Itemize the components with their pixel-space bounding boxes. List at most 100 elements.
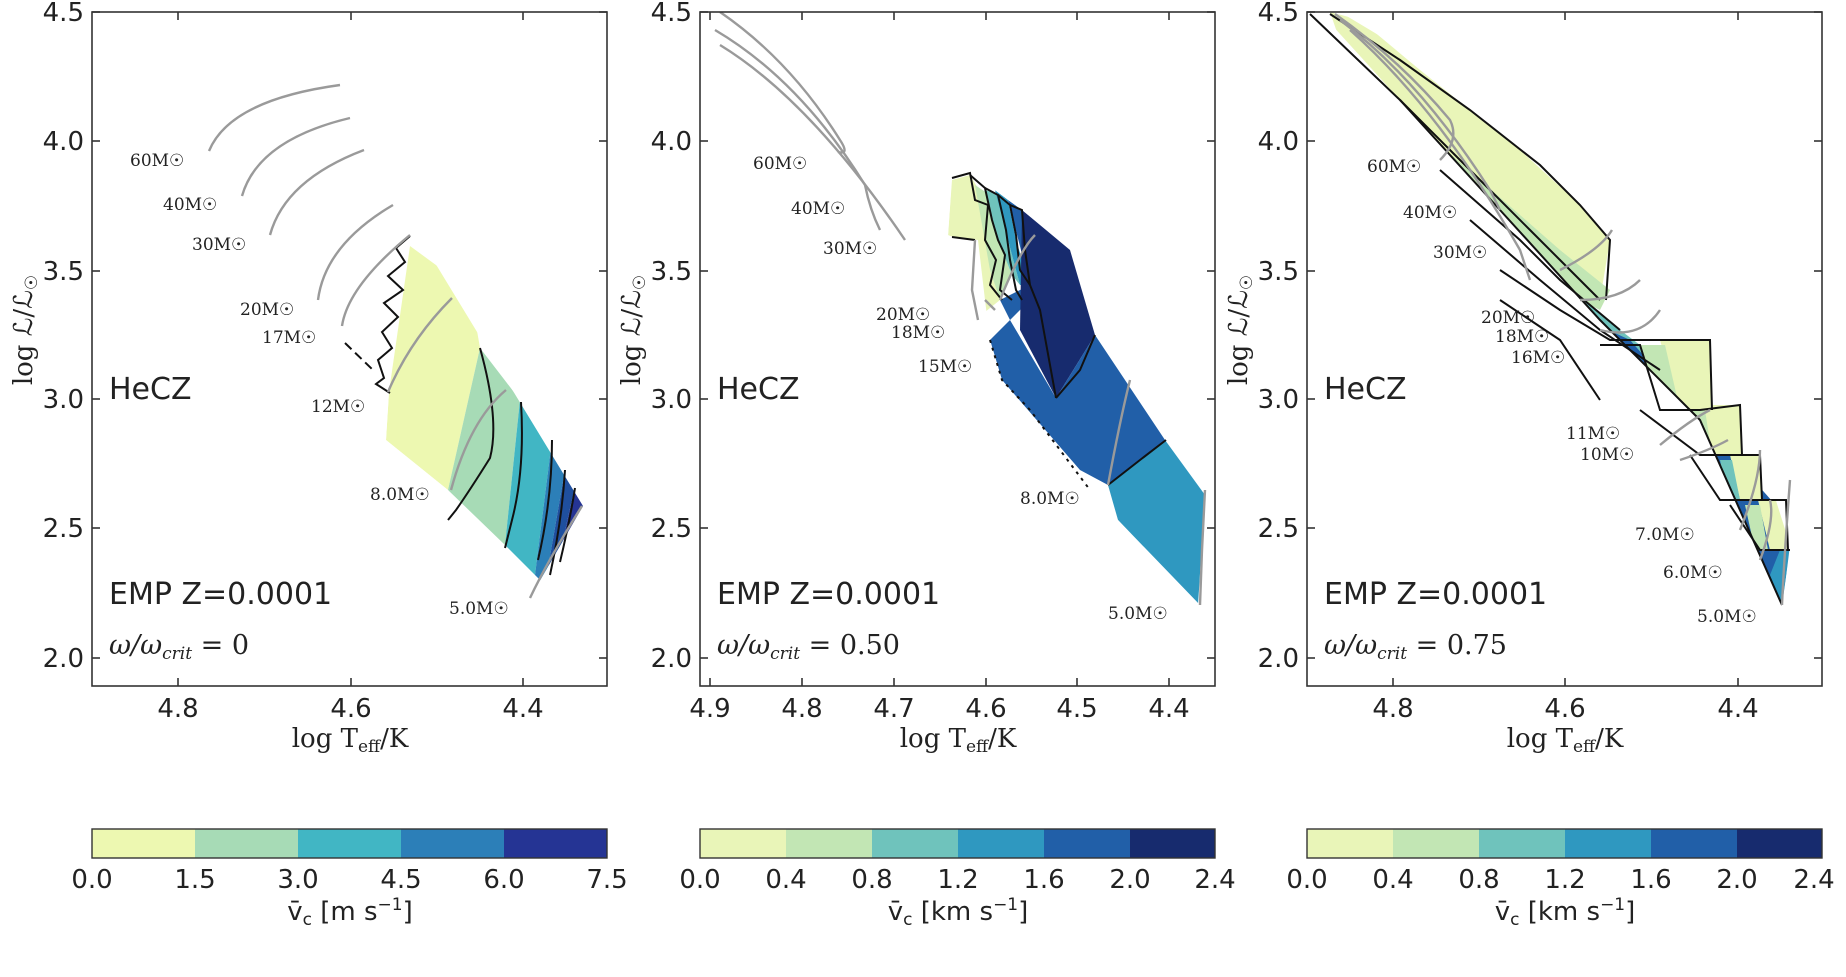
p1-dash	[344, 342, 374, 371]
track-18	[1579, 279, 1641, 302]
cb2-seg-2	[872, 829, 958, 858]
p1-mass-label: 12M☉	[311, 397, 365, 417]
p3-contour-11	[1309, 13, 1783, 606]
track-18	[984, 299, 996, 311]
track-30	[1349, 29, 1532, 281]
track-30	[268, 148, 365, 236]
p2-ytick-5: 2.0	[651, 644, 692, 674]
p2-xtick-0: 4.9	[689, 694, 730, 724]
p1-mass-label: 5.0M☉	[449, 599, 509, 619]
p2-contour-5	[1009, 204, 1057, 399]
p2-ytick-3: 3.0	[651, 385, 692, 415]
p3-mass-label: 6.0M☉	[1663, 563, 1723, 583]
p3-step-8	[1745, 505, 1768, 550]
p3-step-1	[1660, 340, 1712, 410]
p3-ytick-1: 4.0	[1258, 127, 1299, 157]
colorbar-3: 0.0 0.4 0.8 1.2 1.6 2.0 2.4 v̄c [km s−1]	[1286, 828, 1835, 930]
p2-contour-3	[984, 187, 1023, 301]
p2-ytick-1: 4.0	[651, 127, 692, 157]
p1-ytick-4: 2.5	[43, 514, 84, 544]
p1-heatmap-mask	[92, 12, 530, 686]
track-15	[998, 234, 1036, 301]
p2-mass-label: 15M☉	[918, 357, 972, 377]
track-30	[719, 43, 906, 241]
cb2-tick-3: 1.2	[937, 865, 978, 895]
p1-contour-3	[537, 439, 553, 561]
p2-xticks	[709, 12, 1170, 686]
p3-ytick-2: 3.5	[1258, 257, 1299, 287]
p2-mass-label: 40M☉	[791, 199, 845, 219]
track-7	[1738, 449, 1762, 531]
p3-mass-label: 16M☉	[1511, 348, 1565, 368]
p2-contours	[951, 171, 1167, 486]
p2-mass-label: 8.0M☉	[1020, 489, 1080, 509]
p3-xlabel: log Teff/K	[1507, 724, 1624, 757]
cb1-seg-0	[92, 829, 195, 858]
cb2-seg-5	[1130, 829, 1215, 858]
p3-xtick-1: 4.6	[1544, 694, 1585, 724]
p1-contour-4	[549, 469, 566, 576]
cb3-seg-4	[1651, 829, 1737, 858]
colorbar-1: 0.0 1.5 3.0 4.5 6.0 7.5 v̄c [m s−1]	[71, 828, 628, 930]
p2-mass-label: 5.0M☉	[1108, 604, 1168, 624]
p1-ytick-1: 4.0	[43, 127, 84, 157]
p1-band-0	[386, 246, 480, 490]
cb1-seg-4	[504, 829, 607, 858]
track-11	[1659, 408, 1711, 446]
track-10	[1679, 438, 1729, 462]
cb1-tick-3: 4.5	[380, 865, 421, 895]
cb3-tick-0: 0.0	[1286, 865, 1327, 895]
p3-ylabel: log ℒ/ℒ☉	[1224, 275, 1257, 385]
track-8	[1106, 379, 1132, 486]
p2-band-7	[1108, 440, 1205, 605]
p2-axes	[699, 11, 1216, 687]
track-40	[240, 116, 351, 197]
p2-dots	[989, 339, 1091, 491]
p3-ytick-5: 2.0	[1258, 644, 1299, 674]
track-12	[386, 297, 453, 393]
p3-xticks	[1392, 12, 1739, 686]
cb2-tick-5: 2.0	[1109, 865, 1150, 895]
cb2-tick-6: 2.4	[1194, 865, 1235, 895]
p2-contour-6	[1055, 334, 1096, 399]
cb1-seg-2	[298, 829, 401, 858]
track-16	[1599, 309, 1661, 334]
p2-band-5	[1020, 210, 1095, 398]
p3-zone-label: HeCZ	[1324, 372, 1407, 407]
p1-rotation-label: ω/ωcrit = 0	[109, 630, 249, 664]
p3-contour-9	[1729, 504, 1790, 551]
colorbar-2: 0.0 0.4 0.8 1.2 1.6 2.0 2.4 v̄c [km s−1]	[679, 828, 1236, 930]
p1-metallicity-label: EMP Z=0.0001	[109, 577, 332, 612]
cb1-label: v̄c [m s−1]	[287, 895, 413, 930]
p1-band-2	[505, 400, 552, 575]
p1-ytick-2: 3.5	[43, 257, 84, 287]
cb1-tick-1: 1.5	[174, 865, 215, 895]
cb1-tick-5: 7.5	[586, 865, 627, 895]
p3-ytick-3: 3.0	[1258, 385, 1299, 415]
cb2-seg-1	[786, 829, 872, 858]
p2-rotation-label: ω/ωcrit = 0.50	[717, 630, 900, 664]
panel-3: 4.5 4.0 3.5 3.0 2.5 2.0 4.8 4.6 4.4 log …	[1224, 0, 1823, 757]
p3-contour-10	[1499, 299, 1601, 401]
p3-mass-label: 30M☉	[1433, 243, 1487, 263]
p3-heatmap-mask-right	[1340, 12, 1822, 686]
track-20	[316, 203, 394, 301]
cb1-seg-1	[195, 829, 298, 858]
p2-xtick-4: 4.5	[1056, 694, 1097, 724]
p3-mass-label: 5.0M☉	[1697, 607, 1757, 627]
p3-mass-label: 10M☉	[1580, 445, 1634, 465]
p2-metallicity-label: EMP Z=0.0001	[717, 577, 940, 612]
p3-contour-2	[1399, 99, 1601, 301]
p1-mass-label: 60M☉	[130, 151, 184, 171]
cb3-tick-1: 0.4	[1372, 865, 1413, 895]
p1-xticks	[177, 12, 524, 686]
p2-xtick-3: 4.6	[965, 694, 1006, 724]
track-5	[528, 505, 584, 599]
p3-mass-label: 60M☉	[1367, 157, 1421, 177]
track-5	[1198, 489, 1207, 606]
track-17	[340, 234, 411, 327]
p2-contour-7	[1107, 439, 1167, 486]
p1-contour-2	[504, 401, 523, 549]
p2-tracks	[714, 12, 1207, 606]
p3-tracks	[1334, 13, 1792, 606]
